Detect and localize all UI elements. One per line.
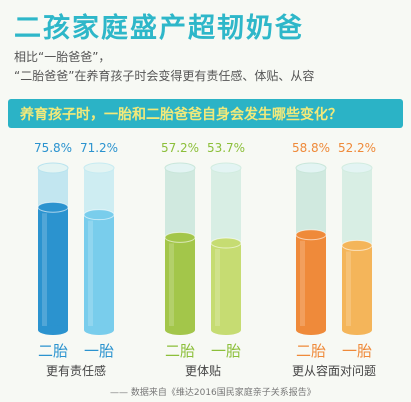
group-category-label: 更有责任感 (46, 363, 106, 378)
bar-value-label: 52.2% (338, 141, 376, 155)
bar-fill-top (341, 239, 373, 251)
bar-category-label: 二胎 (165, 342, 195, 360)
bar-highlight (42, 213, 47, 326)
bar-category-label: 一胎 (211, 342, 241, 360)
bar-value-label: 58.8% (292, 141, 330, 155)
bar-highlight (346, 251, 351, 326)
bar-fill (38, 207, 68, 330)
group-category-label: 更从容面对问题 (292, 363, 376, 378)
bar-value-label: 71.2% (80, 141, 118, 155)
bar-fill (84, 214, 114, 330)
bar-fill-top (210, 237, 242, 249)
bar-tube-top (37, 162, 69, 174)
bar-base (342, 325, 372, 335)
bar-tube-top (295, 162, 327, 174)
bar-fill-top (164, 231, 196, 243)
page-title: 二孩家庭盛产超韧奶爸 (14, 13, 304, 44)
bar-value-label: 53.7% (207, 141, 245, 155)
bar-highlight (88, 220, 93, 326)
bar-fill-top (37, 201, 69, 213)
bar-base (296, 325, 326, 335)
bar-tube-top (341, 162, 373, 174)
question-banner-text: 养育孩子时，一胎和二胎爸爸自身会发生哪些变化？ (20, 107, 342, 123)
bar-fill (342, 245, 372, 330)
bar-tube-top (83, 162, 115, 174)
bar-value-label: 57.2% (161, 141, 199, 155)
bar-tube-top (210, 162, 242, 174)
bar-value-label: 75.8% (34, 141, 72, 155)
bar-base (165, 325, 195, 335)
bar-highlight (300, 240, 305, 326)
bar-fill-top (83, 209, 115, 221)
subtitle-line-2: “二胎爸爸”在养育孩子时会变得更有责任感、体贴、从容 (14, 69, 315, 83)
bar-fill (211, 243, 241, 330)
bar-highlight (215, 249, 220, 326)
bar-category-label: 一胎 (342, 342, 372, 360)
bar-category-label: 一胎 (84, 342, 114, 360)
subtitle-line-1: 相比“一胎爸爸”， (14, 50, 111, 64)
source-note: —— 数据来自《维达2016国民家庭亲子关系报告》 (110, 388, 316, 398)
bar-fill (165, 237, 195, 330)
bar-base (84, 325, 114, 335)
bar-base (211, 325, 241, 335)
bar-highlight (169, 243, 174, 326)
bar-base (38, 325, 68, 335)
question-banner: 养育孩子时，一胎和二胎爸爸自身会发生哪些变化？ (8, 99, 403, 128)
bar-category-label: 二胎 (38, 342, 68, 360)
bar-tube-top (164, 162, 196, 174)
group-category-label: 更体贴 (185, 364, 221, 378)
bar-category-label: 二胎 (296, 342, 326, 360)
bar-fill (296, 234, 326, 330)
bar-fill-top (295, 229, 327, 241)
